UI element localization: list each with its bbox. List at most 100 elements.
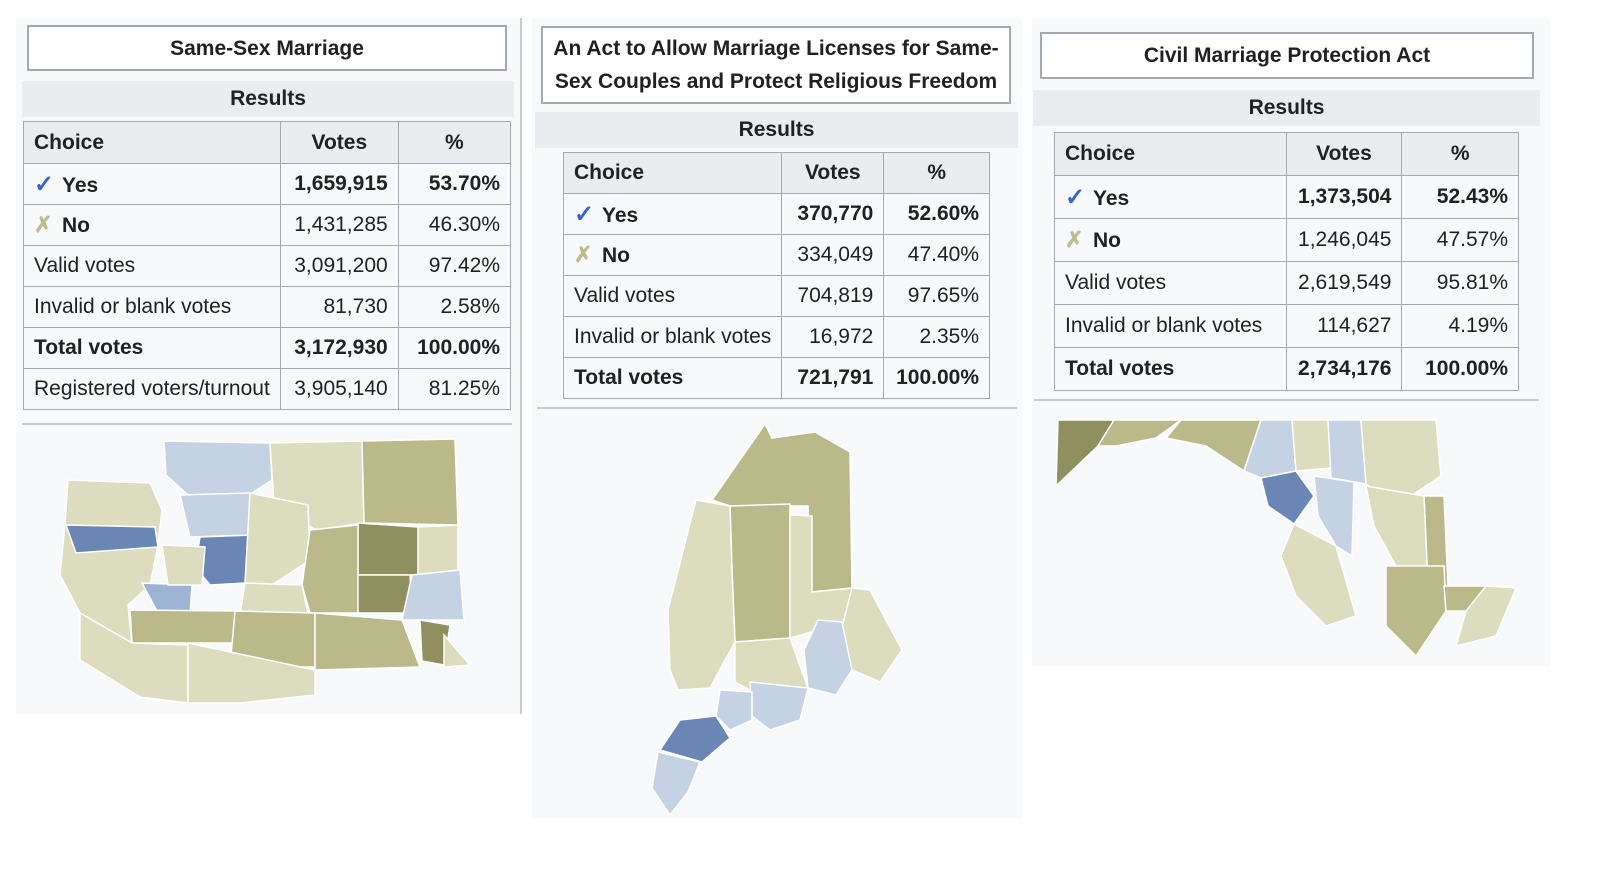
choice-label: Valid votes bbox=[562, 275, 783, 317]
votes-cell: 1,373,504 bbox=[1285, 175, 1403, 219]
pct-cell: 47.40% bbox=[883, 234, 990, 276]
county-region bbox=[1164, 419, 1263, 473]
choice-label: Registered voters/turnout bbox=[23, 368, 281, 410]
col-header-choice: Choice bbox=[562, 152, 783, 194]
county-region bbox=[357, 522, 419, 576]
washington-county-map bbox=[59, 438, 472, 704]
table-row: ✗ No 1,246,045 47.57% bbox=[1054, 218, 1519, 262]
check-icon: ✓ bbox=[1065, 183, 1086, 211]
panel-title: Same-Sex Marriage bbox=[27, 25, 507, 71]
county-region bbox=[715, 689, 753, 731]
county-region bbox=[239, 582, 309, 616]
votes-cell: 3,905,140 bbox=[279, 368, 399, 410]
cross-icon: ✗ bbox=[574, 242, 593, 267]
choice-label: No bbox=[62, 214, 90, 237]
votes-cell: 1,246,045 bbox=[1285, 218, 1403, 262]
votes-cell: 334,049 bbox=[781, 234, 885, 276]
county-region bbox=[129, 609, 236, 644]
choice-label: Yes bbox=[1093, 186, 1130, 210]
county-region bbox=[244, 492, 311, 586]
county-region bbox=[163, 440, 273, 496]
choice-label: Yes bbox=[602, 203, 639, 227]
county-region bbox=[1280, 522, 1357, 627]
votes-cell: 1,431,285 bbox=[279, 204, 399, 246]
table-row: Total votes 3,172,930 100.00% bbox=[23, 327, 512, 369]
county-region bbox=[1360, 419, 1442, 507]
votes-cell: 2,734,176 bbox=[1285, 347, 1403, 391]
county-region bbox=[314, 612, 422, 671]
county-region bbox=[361, 438, 459, 526]
county-region bbox=[301, 524, 359, 614]
check-icon: ✓ bbox=[574, 200, 595, 228]
choice-label: Total votes bbox=[23, 327, 281, 369]
county-region bbox=[161, 544, 206, 586]
results-table: Choice Votes % ✓ Yes 1,659,915 53.70% ✗ No… bbox=[23, 121, 512, 410]
votes-cell: 1,659,915 bbox=[279, 163, 399, 205]
votes-cell: 721,791 bbox=[781, 357, 885, 399]
pct-cell: 53.70% bbox=[397, 163, 512, 205]
table-row: Registered voters/turnout 3,905,140 81.2… bbox=[23, 368, 512, 410]
county-region bbox=[667, 499, 736, 691]
county-region bbox=[1385, 565, 1447, 658]
pct-cell: 2.58% bbox=[397, 286, 512, 328]
county-region bbox=[1260, 470, 1315, 526]
pct-cell: 4.19% bbox=[1401, 304, 1519, 348]
results-heading: Results bbox=[1033, 90, 1540, 126]
votes-cell: 370,770 bbox=[781, 193, 885, 235]
county-region bbox=[1454, 585, 1518, 648]
col-header-votes: Votes bbox=[279, 121, 399, 164]
divider bbox=[537, 407, 1017, 409]
results-heading: Results bbox=[22, 81, 514, 117]
county-region bbox=[443, 632, 472, 668]
votes-cell: 114,627 bbox=[1285, 304, 1403, 348]
table-row: Total votes 721,791 100.00% bbox=[562, 357, 990, 399]
table-row: ✓ Yes 1,659,915 53.70% bbox=[23, 163, 512, 205]
maryland-county-map bbox=[1056, 419, 1518, 658]
county-region bbox=[415, 524, 459, 576]
col-header-choice: Choice bbox=[23, 121, 281, 164]
county-region bbox=[179, 492, 253, 538]
divider bbox=[1034, 399, 1539, 401]
pct-cell: 100.00% bbox=[397, 327, 512, 369]
panel-title: An Act to Allow Marriage Licenses for Sa… bbox=[541, 26, 1011, 104]
pct-cell: 2.35% bbox=[883, 316, 990, 358]
table-row: ✓ Yes 370,770 52.60% bbox=[562, 193, 990, 235]
col-header-votes: Votes bbox=[781, 152, 885, 194]
pct-cell: 97.65% bbox=[883, 275, 990, 317]
cross-icon: ✗ bbox=[1065, 227, 1084, 252]
choice-label: No bbox=[602, 244, 630, 267]
table-row: Invalid or blank votes 81,730 2.58% bbox=[23, 286, 512, 328]
panel-title: Civil Marriage Protection Act bbox=[1040, 32, 1534, 79]
county-region bbox=[1327, 419, 1367, 485]
county-region bbox=[187, 642, 316, 704]
table-row: Valid votes 704,819 97.65% bbox=[562, 275, 990, 317]
col-header-votes: Votes bbox=[1285, 132, 1403, 176]
choice-label: Total votes bbox=[562, 357, 783, 399]
check-icon: ✓ bbox=[34, 170, 55, 198]
county-region bbox=[1313, 475, 1355, 558]
county-region bbox=[658, 715, 731, 763]
choice-label: Total votes bbox=[1054, 347, 1287, 391]
county-region bbox=[651, 751, 702, 815]
county-region bbox=[64, 524, 159, 554]
table-row: Valid votes 3,091,200 97.42% bbox=[23, 245, 512, 287]
county-region bbox=[401, 569, 465, 621]
county-region bbox=[1291, 419, 1332, 472]
choice-label: No bbox=[1093, 229, 1121, 252]
county-region bbox=[1096, 419, 1184, 447]
col-header-pct: % bbox=[1401, 132, 1519, 176]
pct-cell: 97.42% bbox=[397, 245, 512, 287]
choice-label: Invalid or blank votes bbox=[23, 286, 281, 328]
col-header-pct: % bbox=[883, 152, 990, 194]
choice-label: Yes bbox=[62, 173, 99, 197]
votes-cell: 3,091,200 bbox=[279, 245, 399, 287]
pct-cell: 52.43% bbox=[1401, 175, 1519, 219]
table-row: Invalid or blank votes 114,627 4.19% bbox=[1054, 304, 1519, 348]
results-table: Choice Votes % ✓ Yes 370,770 52.60% ✗ No 3… bbox=[562, 152, 990, 399]
pct-cell: 100.00% bbox=[883, 357, 990, 399]
choice-label: Invalid or blank votes bbox=[562, 316, 783, 358]
col-header-choice: Choice bbox=[1054, 132, 1287, 176]
county-region bbox=[1056, 419, 1116, 488]
pct-cell: 46.30% bbox=[397, 204, 512, 246]
votes-cell: 2,619,549 bbox=[1285, 261, 1403, 305]
